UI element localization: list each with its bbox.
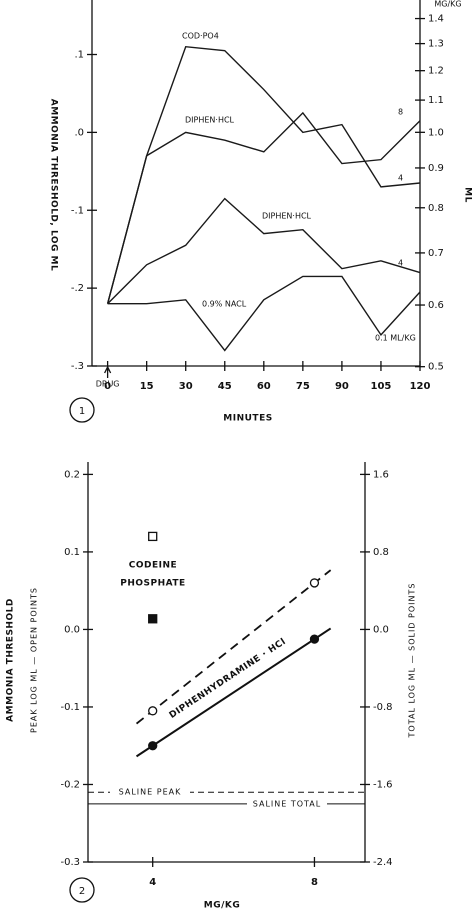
x-tick-label: 90	[335, 381, 349, 392]
y-tick-label: -.2	[71, 283, 84, 294]
y2-tick-label: 0.9	[428, 163, 444, 174]
series-line	[106, 45, 421, 304]
y-tick-label: 0.0	[64, 624, 80, 635]
x-tick-label: 30	[179, 381, 193, 392]
y-axis-label: AMMONIA THRESHOLD, LOG ML	[49, 99, 59, 271]
point	[309, 634, 320, 644]
y2-tick-label: -1.6	[373, 779, 393, 790]
reference-label-bg	[247, 797, 327, 810]
y-tick-label: 0.1	[64, 547, 80, 558]
y2-tick-label: 1.3	[428, 39, 444, 50]
drug-arrowhead	[104, 365, 112, 374]
annotation: DRUG	[96, 380, 120, 389]
y-tick-label: -0.3	[60, 857, 80, 868]
y2-tick-label: 0.8	[428, 203, 444, 214]
y-tick-label: -0.1	[60, 702, 80, 713]
fit-line	[135, 627, 332, 758]
x-tick-label: 45	[218, 381, 232, 392]
y2-tick-label: -2.4	[373, 857, 393, 868]
point	[148, 741, 158, 751]
y2-tick-label: 0.6	[428, 300, 444, 311]
panel-circle	[69, 877, 95, 903]
point	[148, 706, 158, 716]
dose-label: 8	[398, 108, 403, 117]
y2-tick-label: 1.0	[428, 127, 444, 138]
x-axis-label: MG/KG	[204, 901, 241, 911]
x-tick-label: 120	[410, 381, 431, 392]
x-tick-label: 8	[311, 877, 318, 888]
y2-tick-label: 1.1	[428, 95, 444, 106]
series-label: COD·PO4	[182, 32, 219, 41]
y-axis-label: AMMONIA THRESHOLD	[6, 598, 16, 722]
y-tick-label: .1	[74, 50, 84, 61]
dose-label: 4	[398, 259, 403, 268]
y2-tick-label: 0.5	[428, 362, 444, 373]
dose-label: 4	[398, 174, 403, 183]
y2-tick-label: 1.4	[428, 14, 444, 25]
y-tick-label: -.3	[71, 361, 84, 372]
x-tick-label: 0	[104, 381, 111, 392]
y2-tick-label: 0.8	[373, 547, 389, 558]
x-tick-label: 15	[140, 381, 154, 392]
x-tick-label: 4	[149, 877, 156, 888]
y2-axis-label: TOTAL LOG ML — SOLID POINTS	[408, 583, 417, 739]
panel-label: 2	[79, 886, 85, 897]
fit-line	[135, 569, 332, 725]
compound-label: PHOSPHATE	[120, 579, 185, 589]
point	[148, 531, 158, 542]
x-tick-label: 105	[371, 381, 392, 392]
line-label: DIPHENHYDRAMINE · HCl	[168, 637, 288, 721]
dose-label: 0.1 ML/KG	[375, 334, 416, 343]
panel-circle	[69, 397, 95, 423]
y-tick-label: -.1	[71, 205, 84, 216]
y-tick-label: 0.2	[64, 469, 80, 480]
y2-tick-label: -0.8	[373, 702, 393, 713]
y2-tick-label: 1.2	[428, 66, 444, 77]
series-label: DIPHEN·HCL	[262, 212, 312, 221]
y-tick-label: -0.2	[60, 779, 80, 790]
compound-label: CODEINE	[129, 561, 177, 571]
y-axis-sublabel: PEAK LOG ML — OPEN POINTS	[30, 587, 39, 733]
point	[148, 614, 158, 624]
y2-axis-label: ML	[463, 187, 473, 203]
y2-tick-label: 0.0	[373, 624, 389, 635]
x-tick-label: 75	[296, 381, 310, 392]
y-tick-label: .0	[74, 127, 84, 138]
x-tick-label: 60	[257, 381, 271, 392]
series-line	[107, 197, 421, 305]
reference-label-bg	[110, 786, 190, 799]
reference-label: SALINE PEAK	[119, 788, 182, 797]
series-label: DIPHEN·HCL	[185, 116, 235, 125]
panel-label: 1	[79, 406, 85, 417]
x-axis-label: MINUTES	[223, 414, 272, 424]
y2-tick-label: 0.7	[428, 248, 444, 259]
point	[309, 578, 320, 588]
y2-tick-label: 1.6	[373, 469, 389, 480]
reference-label: SALINE TOTAL	[253, 799, 321, 808]
y2-units: MG/KG	[434, 0, 461, 9]
series-label: 0.9% NACL	[202, 300, 247, 309]
series-line	[107, 275, 421, 352]
series-line	[106, 111, 421, 304]
